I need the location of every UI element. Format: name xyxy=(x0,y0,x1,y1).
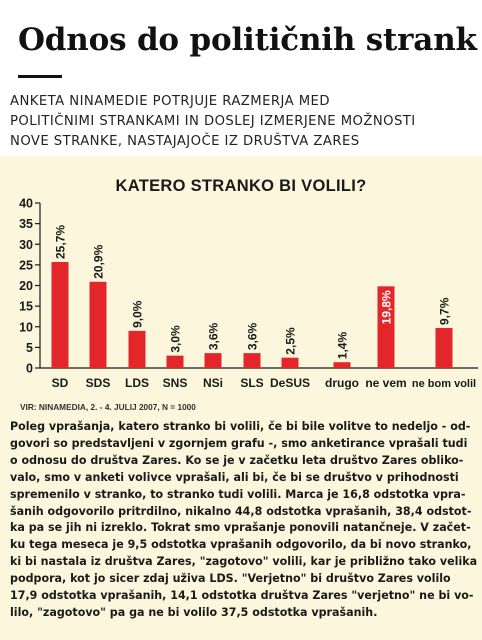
bar xyxy=(243,353,261,368)
category-label: drugo xyxy=(325,376,359,390)
body-line: valo, smo v anketi volivce vprašali, ali… xyxy=(10,470,459,484)
bar xyxy=(377,286,395,368)
bar-value-label: 9,0% xyxy=(131,300,145,328)
subhead-line: NOVE STRANKE, NASTAJAJOČE IZ DRUŠTVA ZAR… xyxy=(10,134,360,149)
category-label: SDS xyxy=(86,376,111,390)
body-line: Poleg vprašanja, katero stranko bi volil… xyxy=(10,420,471,433)
subhead-line: ANKETA NINAMEDIE POTRJUJE RAZMERJA MED xyxy=(10,94,330,109)
body-line: ku tega meseca je 9,5 odstotka vprašanih… xyxy=(10,538,472,552)
category-label: LDS xyxy=(125,376,149,390)
category-label: NSi xyxy=(203,376,223,390)
y-tick-label: 15 xyxy=(19,300,33,314)
body-line: podpora, kot jo sicer zdaj uživa LDS. "V… xyxy=(10,572,451,586)
bar xyxy=(333,362,351,368)
bar-value-label: 3,6% xyxy=(207,322,221,350)
body-line: lilo, "zagotovo" pa ga ne bi volilo 37,5… xyxy=(10,605,378,619)
bar-value-label: 3,0% xyxy=(169,325,183,353)
bar xyxy=(128,330,146,368)
bar-value-label: 1,4% xyxy=(336,332,350,360)
bar-value-label: 25,7% xyxy=(54,225,68,259)
body-line: ka pa se jih ni izreklo. Tokrat smo vpra… xyxy=(10,521,471,535)
category-label: DeSUS xyxy=(270,376,310,390)
subhead-line: POLITIČNIMI STRANKAMI IN DOSLEJ IZMERJEN… xyxy=(10,114,416,129)
body-line: 17,9 odstotka vprašanih, 14,1 odstotka d… xyxy=(10,589,474,603)
category-label: SNS xyxy=(163,376,188,390)
category-label: ne bom volil xyxy=(412,378,476,390)
bar-value-label: 19,8% xyxy=(380,290,394,324)
y-tick-label: 5 xyxy=(26,341,33,355)
chart-panel xyxy=(0,156,482,640)
body-line: spremenilo v stranko, to stranko tudi vo… xyxy=(10,487,466,501)
body-line: šanih odgovorilo pritrdilno, nikalno 44,… xyxy=(10,504,472,518)
chart-title: KATERO STRANKO BI VOLILI? xyxy=(115,177,366,195)
bar xyxy=(89,281,107,368)
body-line: o odnosu do društva Zares. Ko se je v za… xyxy=(10,453,464,467)
bar xyxy=(204,353,222,368)
bar-chart: KATERO STRANKO BI VOLILI? 0 5 10 15 20 25 30 35 4… xyxy=(19,177,478,390)
bar-value-label: 2,5% xyxy=(284,327,298,355)
y-tick-label: 25 xyxy=(19,258,33,272)
category-label: ne vem xyxy=(365,376,406,390)
category-label: SLS xyxy=(240,376,263,390)
subhead: ANKETA NINAMEDIE POTRJUJE RAZMERJA MED P… xyxy=(10,92,476,152)
chart-source: VIR: NINAMEDIA, 2. - 4. JULIJ 2007, N = … xyxy=(20,402,196,412)
category-label: SD xyxy=(52,376,69,390)
bar-value-label: 3,6% xyxy=(246,322,260,350)
article-body: Poleg vprašanja, katero stranko bi volil… xyxy=(10,419,478,622)
bar xyxy=(281,357,299,368)
bar-value-label: 9,7% xyxy=(438,297,452,325)
headline-rule xyxy=(18,75,62,78)
body-line: ki bi nastala iz društva Zares, "zagotov… xyxy=(10,555,478,569)
y-tick-label: 0 xyxy=(26,362,33,376)
bar xyxy=(166,355,184,368)
y-tick-label: 30 xyxy=(19,238,33,252)
body-line: govori so predstavljeni v zgornjem grafu… xyxy=(10,436,468,450)
bar xyxy=(435,327,453,368)
bar-value-label: 20,9% xyxy=(92,244,106,278)
y-tick-label: 35 xyxy=(19,217,33,231)
y-tick-label: 40 xyxy=(19,197,33,211)
y-tick-label: 10 xyxy=(19,320,33,334)
y-tick-label: 20 xyxy=(19,279,33,293)
bar xyxy=(51,261,69,368)
headline: Odnos do političnih strank xyxy=(18,22,477,58)
